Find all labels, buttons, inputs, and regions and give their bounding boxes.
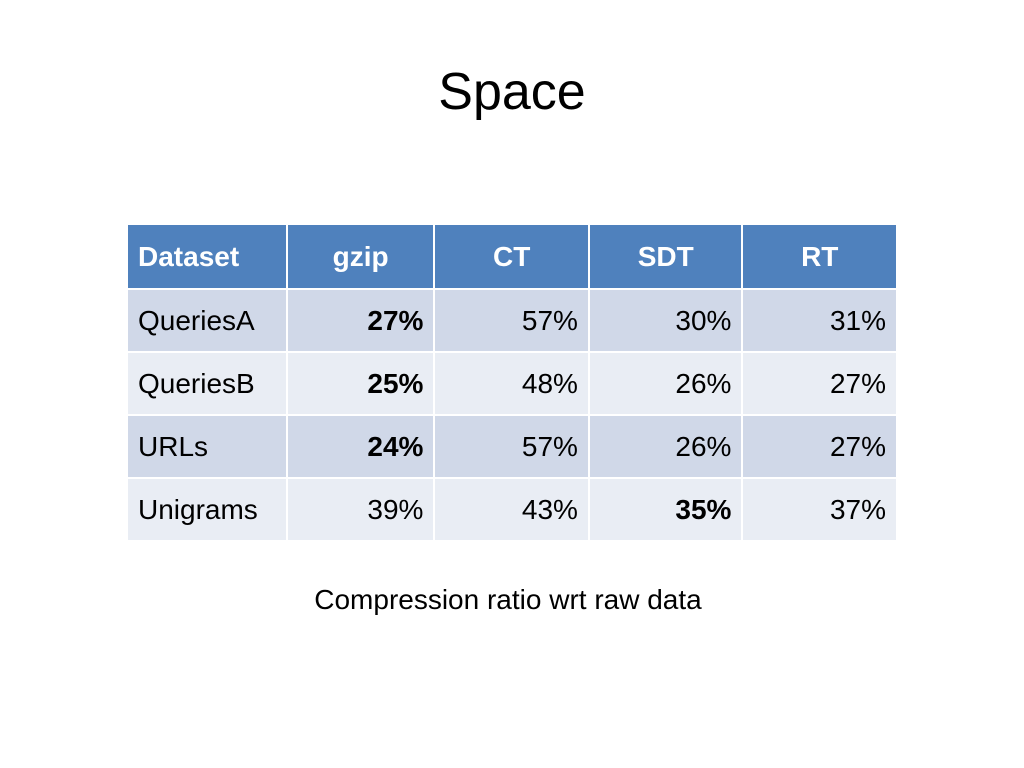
cell-gzip: 39% <box>285 478 436 542</box>
header-dataset: Dataset <box>126 225 288 290</box>
cell-dataset: Unigrams <box>126 478 288 542</box>
cell-dataset: QueriesB <box>126 352 288 416</box>
table-row: QueriesA 27% 57% 30% 31% <box>126 289 898 353</box>
table-row: URLs 24% 57% 26% 27% <box>126 415 898 479</box>
cell-sdt: 26% <box>587 352 744 416</box>
cell-gzip: 25% <box>285 352 436 416</box>
cell-rt: 31% <box>741 289 898 353</box>
cell-ct: 43% <box>433 478 590 542</box>
cell-sdt: 35% <box>587 478 744 542</box>
cell-rt: 27% <box>741 352 898 416</box>
header-sdt: SDT <box>587 225 744 290</box>
header-gzip: gzip <box>285 225 436 290</box>
cell-rt: 27% <box>741 415 898 479</box>
cell-gzip: 24% <box>285 415 436 479</box>
compression-table: Dataset gzip CT SDT RT QueriesA 27% 57% … <box>126 225 898 542</box>
slide-title: Space <box>438 63 586 121</box>
cell-ct: 57% <box>433 289 590 353</box>
cell-dataset: URLs <box>126 415 288 479</box>
cell-dataset: QueriesA <box>126 289 288 353</box>
cell-sdt: 26% <box>587 415 744 479</box>
cell-ct: 48% <box>433 352 590 416</box>
cell-gzip: 27% <box>285 289 436 353</box>
table-caption: Compression ratio wrt raw data <box>314 584 702 615</box>
header-ct: CT <box>433 225 590 290</box>
cell-rt: 37% <box>741 478 898 542</box>
cell-ct: 57% <box>433 415 590 479</box>
table-row: Unigrams 39% 43% 35% 37% <box>126 478 898 542</box>
cell-sdt: 30% <box>587 289 744 353</box>
table-row: QueriesB 25% 48% 26% 27% <box>126 352 898 416</box>
header-rt: RT <box>741 225 898 290</box>
table-header-row: Dataset gzip CT SDT RT <box>126 225 898 290</box>
